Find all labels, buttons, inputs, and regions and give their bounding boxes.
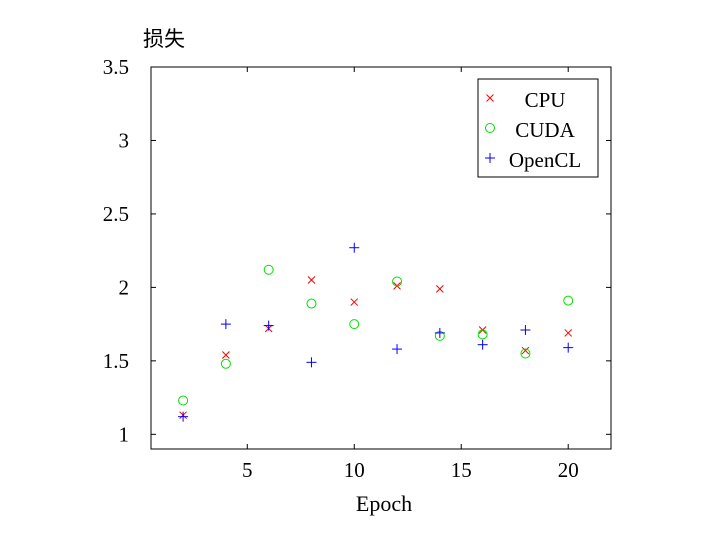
data-markers xyxy=(178,242,574,422)
data-point-opencl xyxy=(220,319,231,330)
legend-label-cuda: CUDA xyxy=(515,118,575,142)
plot-area xyxy=(150,66,612,450)
y-tick-label: 3 xyxy=(119,128,130,152)
data-point-opencl xyxy=(349,242,360,253)
data-point-cuda xyxy=(178,395,189,406)
data-point-cpu xyxy=(307,276,316,284)
y-tick-label: 3.5 xyxy=(103,55,129,79)
data-point-cuda xyxy=(563,295,574,306)
data-point-opencl xyxy=(306,357,317,368)
legend-box xyxy=(477,78,599,178)
data-point-cuda xyxy=(263,264,274,275)
y-tick-label: 2.5 xyxy=(103,202,129,226)
x-tick-label: 20 xyxy=(558,458,579,482)
x-tick-label: 10 xyxy=(344,458,365,482)
data-point-cpu xyxy=(222,351,230,359)
data-point-opencl xyxy=(263,320,274,331)
data-point-opencl xyxy=(563,342,574,353)
y-tick-label: 2 xyxy=(119,275,130,299)
data-point-opencl xyxy=(434,327,445,338)
x-tick-label: 15 xyxy=(451,458,472,482)
legend-markers xyxy=(485,94,495,163)
data-point-opencl xyxy=(477,339,488,350)
y-tick-label: 1.5 xyxy=(103,349,129,373)
data-point-cuda xyxy=(520,348,531,359)
axis-ticks xyxy=(151,66,611,449)
legend: CPU CUDA OpenCL xyxy=(477,78,599,178)
data-point-cuda xyxy=(392,276,403,287)
data-point-cuda xyxy=(349,319,360,330)
legend-label-cpu: CPU xyxy=(525,88,566,112)
data-point-opencl xyxy=(392,344,403,355)
data-point-opencl xyxy=(178,411,189,422)
data-point-opencl xyxy=(520,324,531,335)
x-tick-label: 5 xyxy=(242,458,253,482)
data-point-cuda xyxy=(477,329,488,340)
legend-marker-opencl xyxy=(485,153,495,163)
x-axis-title: Epoch xyxy=(356,491,412,516)
legend-marker-cpu xyxy=(486,94,494,102)
data-point-cuda xyxy=(220,358,231,369)
data-point-cpu xyxy=(521,346,530,355)
data-point-cuda xyxy=(306,298,317,309)
y-axis-title: 损失 xyxy=(143,27,185,51)
data-point-cpu xyxy=(564,329,573,337)
data-point-cpu xyxy=(350,298,359,306)
tick-labels: 5 10 15 20 1 1.5 2 2.5 3 3.5 xyxy=(103,55,579,482)
legend-label-opencl: OpenCL xyxy=(509,148,581,172)
data-point-cpu xyxy=(435,285,444,293)
legend-marker-cuda xyxy=(485,123,495,133)
y-tick-label: 1 xyxy=(119,422,130,446)
